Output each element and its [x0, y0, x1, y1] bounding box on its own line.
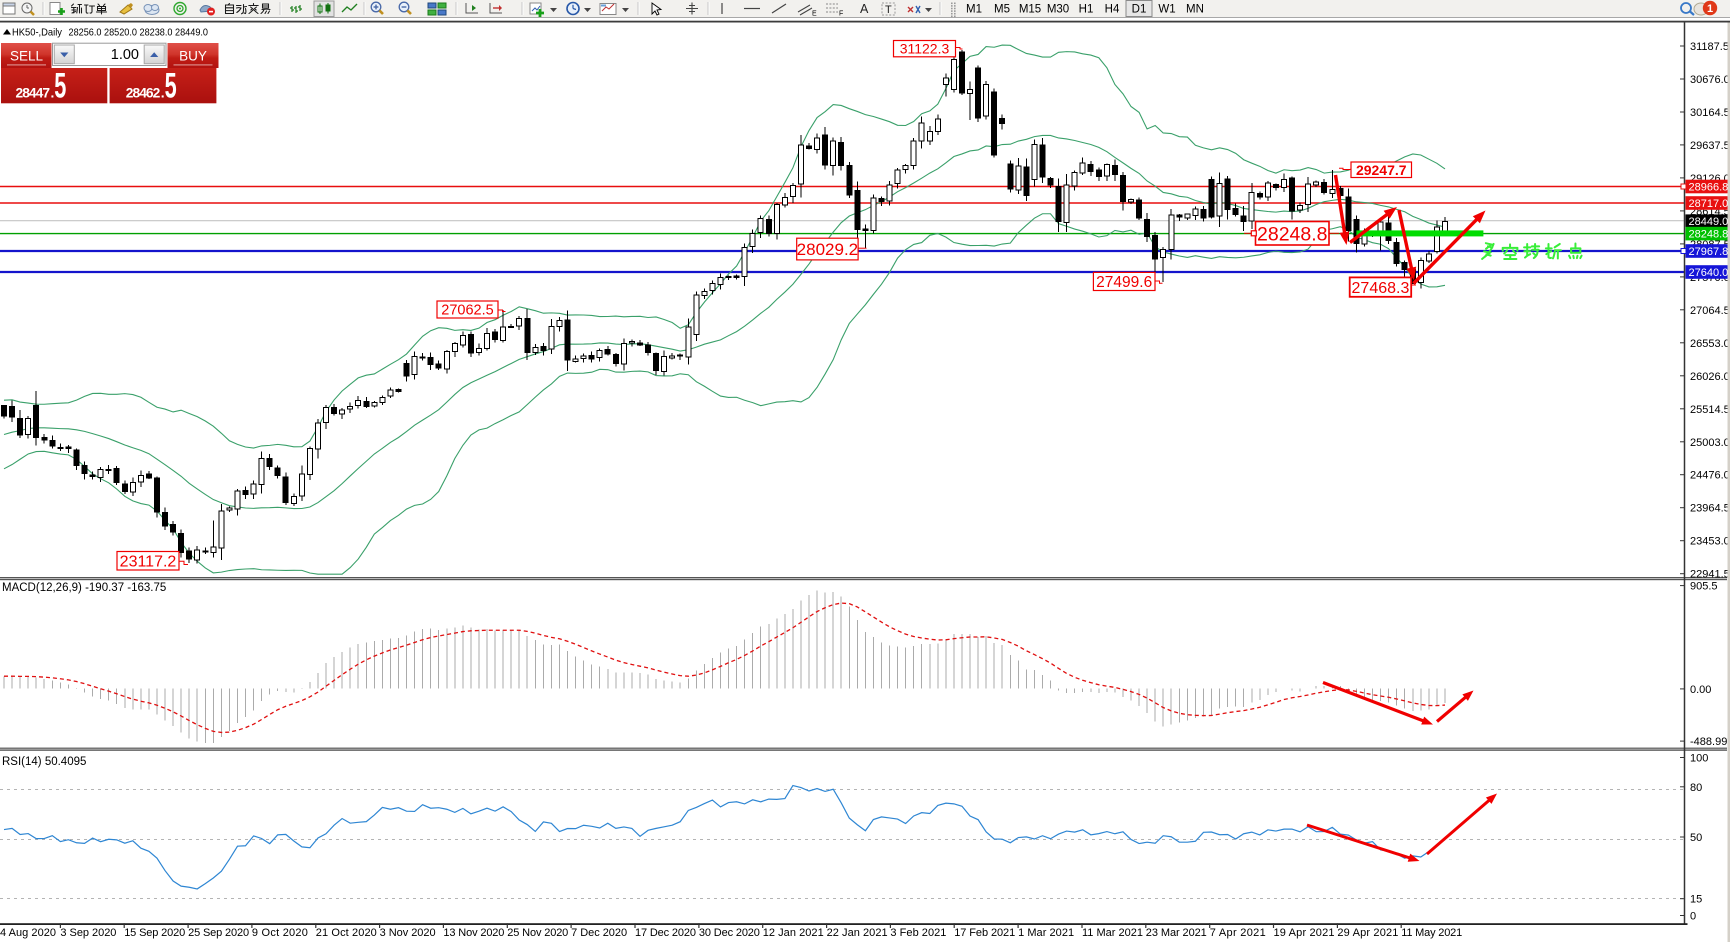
svg-text:17 Feb 2021: 17 Feb 2021 [954, 927, 1015, 939]
svg-text:3 Sep 2020: 3 Sep 2020 [60, 927, 116, 939]
svg-text:905.5: 905.5 [1690, 581, 1718, 593]
svg-text:15 Sep 2020: 15 Sep 2020 [124, 927, 185, 939]
svg-text:M30: M30 [1047, 4, 1069, 16]
svg-text:H4: H4 [1105, 4, 1120, 16]
svg-text:M15: M15 [1019, 4, 1041, 16]
svg-text:25514.5: 25514.5 [1690, 404, 1730, 416]
svg-text:25 Nov 2020: 25 Nov 2020 [507, 927, 568, 939]
svg-text:28447: 28447 [16, 86, 51, 101]
svg-text:.: . [51, 86, 55, 101]
svg-text:BUY: BUY [179, 49, 207, 64]
svg-text:28717.0: 28717.0 [1689, 198, 1729, 210]
svg-text:E: E [812, 11, 817, 18]
svg-text:28462: 28462 [126, 86, 161, 101]
svg-text:17 Dec 2020: 17 Dec 2020 [635, 927, 696, 939]
svg-text:28248.8: 28248.8 [1257, 223, 1328, 245]
svg-text:29 Apr 2021: 29 Apr 2021 [1337, 927, 1398, 939]
svg-text:31187.5: 31187.5 [1690, 41, 1729, 53]
svg-text:H1: H1 [1079, 4, 1094, 16]
svg-text:3 Nov 2020: 3 Nov 2020 [380, 927, 436, 939]
svg-text:W1: W1 [1158, 4, 1175, 16]
svg-text:22941.5: 22941.5 [1690, 569, 1730, 581]
svg-text:28029.2: 28029.2 [797, 240, 858, 259]
svg-text:27967.8: 27967.8 [1689, 246, 1729, 258]
svg-text:F: F [839, 11, 843, 18]
svg-text:80: 80 [1690, 782, 1702, 794]
svg-text:7 Apr 2021: 7 Apr 2021 [1210, 927, 1266, 939]
svg-text:13 Nov 2020: 13 Nov 2020 [443, 927, 504, 939]
svg-text:27640.0: 27640.0 [1689, 267, 1729, 279]
svg-text:100: 100 [1690, 753, 1708, 765]
svg-text:9 Oct 2020: 9 Oct 2020 [252, 927, 308, 939]
svg-text:-488.99: -488.99 [1690, 736, 1727, 748]
svg-text:0.00: 0.00 [1690, 684, 1711, 696]
svg-text:M1: M1 [966, 4, 982, 16]
svg-text:MACD(12,26,9) -190.37 -163.75: MACD(12,26,9) -190.37 -163.75 [2, 582, 166, 594]
svg-text:28256.0 28520.0 28238.0 28449.: 28256.0 28520.0 28238.0 28449.0 [69, 27, 209, 39]
svg-text:25003.0: 25003.0 [1690, 437, 1730, 449]
svg-text:0: 0 [1690, 911, 1696, 923]
svg-text:15: 15 [1690, 894, 1702, 906]
svg-text:19 Apr 2021: 19 Apr 2021 [1274, 927, 1335, 939]
svg-text:A: A [860, 2, 869, 16]
svg-text:26553.0: 26553.0 [1690, 338, 1730, 350]
svg-text:27064.5: 27064.5 [1690, 305, 1730, 317]
svg-text:22 Jan 2021: 22 Jan 2021 [827, 927, 888, 939]
svg-text:23964.5: 23964.5 [1690, 503, 1730, 515]
svg-text:5: 5 [165, 68, 177, 106]
svg-text:1.00: 1.00 [111, 47, 139, 63]
svg-text:29247.7: 29247.7 [1356, 162, 1407, 178]
svg-text:12 Jan 2021: 12 Jan 2021 [763, 927, 824, 939]
svg-text:SELL: SELL [10, 49, 44, 64]
svg-text:23453.0: 23453.0 [1690, 536, 1730, 548]
svg-text:29637.5: 29637.5 [1690, 140, 1730, 152]
svg-text:MN: MN [1186, 4, 1204, 16]
svg-text:50: 50 [1690, 832, 1702, 844]
svg-text:25 Sep 2020: 25 Sep 2020 [188, 927, 249, 939]
svg-text:1: 1 [1707, 3, 1713, 15]
svg-text:24476.0: 24476.0 [1690, 470, 1730, 482]
svg-text:23 Mar 2021: 23 Mar 2021 [1146, 927, 1207, 939]
svg-text:11 May 2021: 11 May 2021 [1401, 927, 1462, 939]
svg-text:7 Dec 2020: 7 Dec 2020 [571, 927, 627, 939]
svg-text:30164.5: 30164.5 [1690, 107, 1730, 119]
svg-text:28449.0: 28449.0 [1689, 216, 1729, 228]
svg-text:27468.3: 27468.3 [1352, 280, 1410, 297]
svg-text:T: T [885, 4, 892, 16]
svg-text:.: . [161, 86, 165, 101]
svg-text:30676.0: 30676.0 [1690, 74, 1730, 86]
svg-text:11 Mar 2021: 11 Mar 2021 [1082, 927, 1143, 939]
svg-text:27062.5: 27062.5 [441, 303, 493, 319]
svg-text:D1: D1 [1132, 4, 1147, 16]
svg-text:3 Feb 2021: 3 Feb 2021 [890, 927, 946, 939]
svg-text:5: 5 [54, 68, 66, 106]
svg-text:4 Aug 2020: 4 Aug 2020 [0, 927, 56, 939]
svg-text:28248.8: 28248.8 [1689, 229, 1729, 241]
svg-text:1 Mar 2021: 1 Mar 2021 [1018, 927, 1074, 939]
svg-text:30 Dec 2020: 30 Dec 2020 [699, 927, 760, 939]
svg-text:RSI(14) 50.4095: RSI(14) 50.4095 [2, 756, 86, 768]
svg-text:31122.3: 31122.3 [900, 41, 950, 57]
svg-text:HK50-,Daily: HK50-,Daily [12, 27, 63, 39]
svg-text:27499.6: 27499.6 [1096, 274, 1152, 291]
svg-text:21 Oct 2020: 21 Oct 2020 [316, 927, 377, 939]
svg-text:26026.0: 26026.0 [1690, 371, 1730, 383]
svg-text:28966.8: 28966.8 [1689, 182, 1729, 194]
svg-text:M5: M5 [994, 4, 1010, 16]
svg-text:23117.2: 23117.2 [120, 554, 177, 571]
